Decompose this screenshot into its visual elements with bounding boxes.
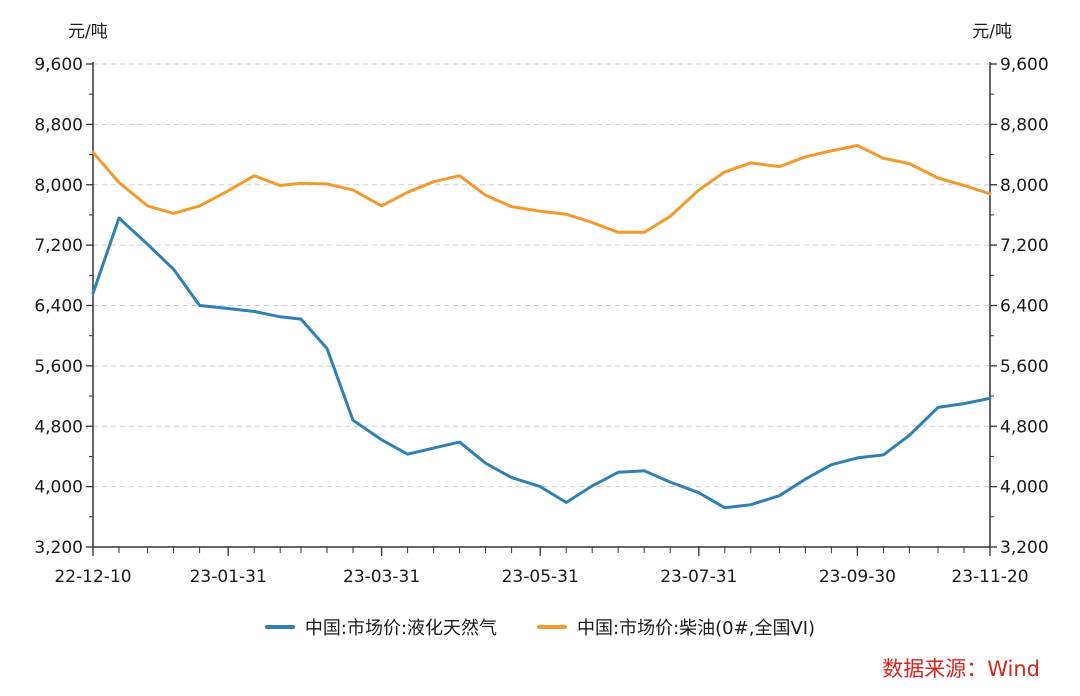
y-tick-label-left: 8,000 (34, 176, 83, 196)
y-tick-label-right: 8,000 (1000, 176, 1049, 196)
axes (92, 62, 991, 548)
line-chart: 元/吨 元/吨 3,200 4,000 4,800 5,600 6,400 7,200 8,… (34, 22, 1049, 587)
legend-swatch-diesel (537, 625, 568, 629)
right-axis-unit: 元/吨 (972, 22, 1012, 42)
y-tick-label-right: 4,800 (1000, 417, 1049, 437)
legend-label-lng: 中国:市场价:液化天然气 (304, 618, 498, 639)
x-tick-label: 23-09-30 (819, 567, 896, 587)
y-tick-label-left: 4,800 (34, 417, 83, 437)
y-tick-label-right: 9,600 (1000, 55, 1049, 75)
source-note: 数据来源：Wind (882, 657, 1040, 681)
x-tick-label: 22-12-10 (54, 567, 131, 587)
legend-swatch-lng (264, 625, 295, 629)
y-tick-label-left: 6,400 (34, 297, 83, 317)
legend-item-diesel: 中国:市场价:柴油(0#,全国VI) (537, 614, 815, 640)
y-tick-label-right: 4,000 (1000, 478, 1049, 498)
left-y-axis: 3,200 4,000 4,800 5,600 6,400 7,200 8,000 8,800… (34, 55, 93, 558)
series-line-lng (91, 216, 992, 510)
x-tick-label: 23-03-31 (343, 567, 420, 587)
y-tick-label-left: 7,200 (34, 236, 83, 256)
y-tick-label-right: 6,400 (1000, 297, 1049, 317)
y-tick-label-left: 5,600 (34, 357, 83, 377)
gridlines (93, 63, 990, 488)
left-axis-unit: 元/吨 (68, 22, 108, 42)
y-tick-label-right: 3,200 (1000, 538, 1049, 558)
y-tick-label-left: 9,600 (34, 55, 83, 75)
legend: 中国:市场价:液化天然气 中国:市场价:柴油(0#,全国VI) (0, 612, 1080, 642)
x-axis: 22-12-10 23-01-31 23-03-31 23-05-31 23-07-31… (54, 547, 1029, 587)
x-tick-label: 23-07-31 (660, 567, 737, 587)
y-tick-label-left: 8,800 (34, 115, 83, 135)
series-lines (91, 144, 992, 510)
x-tick-label: 23-01-31 (190, 567, 267, 587)
y-tick-label-right: 8,800 (1000, 115, 1049, 135)
series-line-diesel (91, 144, 992, 234)
right-y-axis: 3,200 4,000 4,800 5,600 6,400 7,200 8,000 8,800… (990, 55, 1049, 558)
y-tick-label-left: 4,000 (34, 478, 83, 498)
legend-item-lng: 中国:市场价:液化天然气 (264, 614, 498, 640)
y-tick-label-right: 5,600 (1000, 357, 1049, 377)
x-tick-label: 23-05-31 (502, 567, 579, 587)
legend-label-diesel: 中国:市场价:柴油(0#,全国VI) (577, 618, 816, 639)
x-tick-label: 23-11-20 (951, 567, 1028, 587)
y-tick-label-right: 7,200 (1000, 236, 1049, 256)
y-tick-label-left: 3,200 (34, 538, 83, 558)
